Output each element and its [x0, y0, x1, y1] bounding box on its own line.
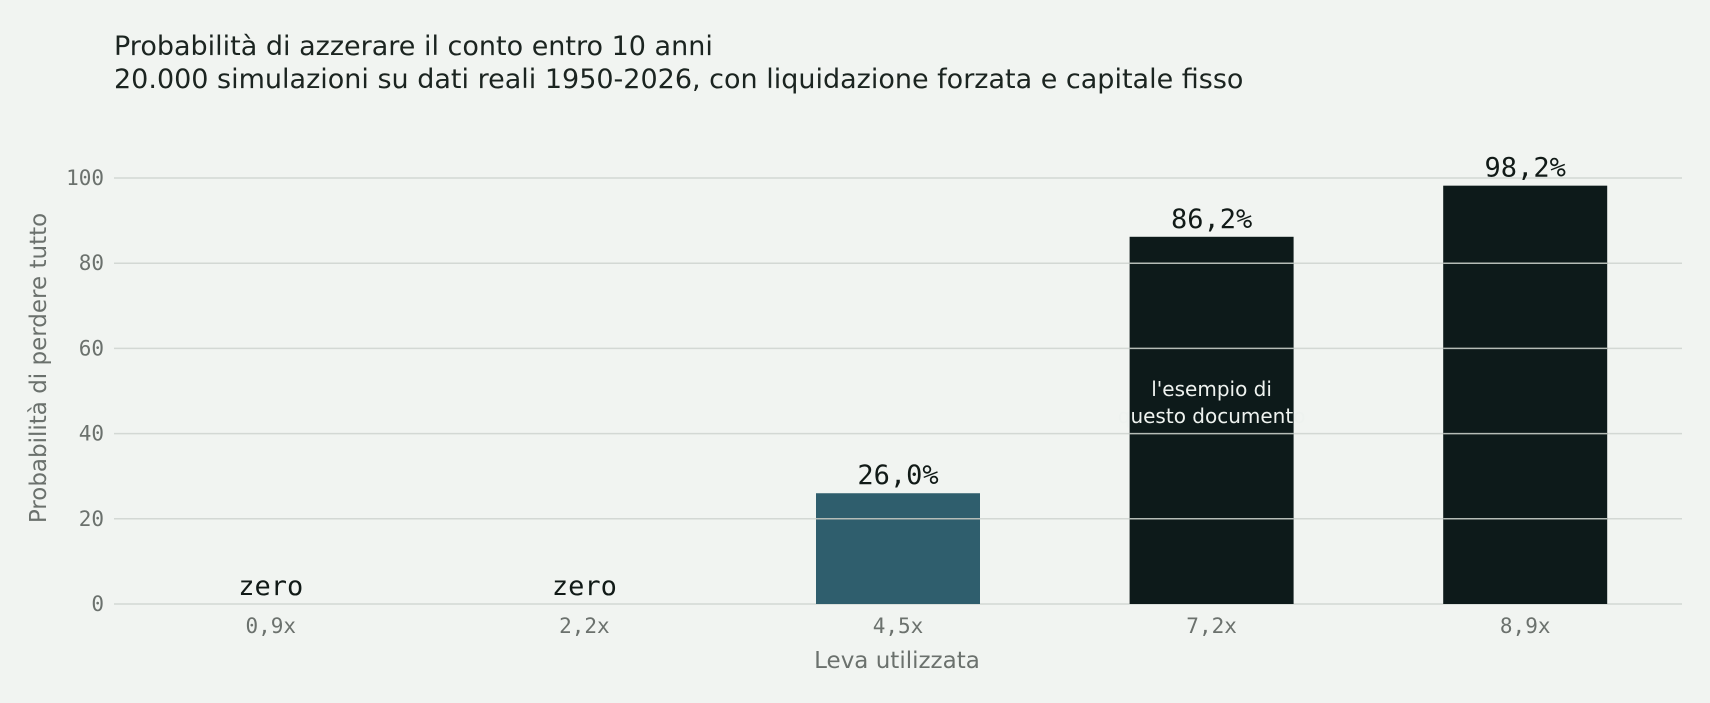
bar — [1443, 185, 1608, 604]
y-tick-label: 0 — [91, 592, 104, 616]
bar — [1129, 236, 1294, 604]
gridline-overlay — [816, 262, 1608, 520]
bar-value-label: zero — [552, 571, 617, 602]
bar — [816, 493, 980, 604]
y-axis-label: Probabilità di perdere tutto — [26, 213, 52, 523]
value-labels: zero zero 26,0% 86,2% 98,2% l'esempio di quest… — [238, 153, 1566, 602]
annotation-line: questo documento — [1118, 404, 1306, 428]
bar-value-label: zero — [238, 571, 303, 602]
bar-value-label: 86,2% — [1171, 204, 1252, 235]
y-tick-label: 100 — [66, 166, 104, 190]
y-tick-label: 80 — [79, 251, 104, 275]
x-axis-ticks: 0,9x 2,2x 4,5x 7,2x 8,9x — [246, 614, 1551, 638]
x-tick-label: 8,9x — [1500, 614, 1551, 638]
gridlines — [114, 177, 1682, 605]
bar-value-label: 26,0% — [857, 460, 938, 491]
chart-title: Probabilità di azzerare il conto entro 1… — [114, 31, 713, 62]
x-tick-label: 4,5x — [873, 614, 924, 638]
chart-subtitle: 20.000 simulazioni su dati reali 1950-20… — [114, 64, 1243, 95]
x-tick-label: 0,9x — [246, 614, 297, 638]
bars — [816, 185, 1608, 604]
y-tick-label: 60 — [79, 336, 104, 360]
y-axis-ticks: 0 20 40 60 80 100 — [66, 166, 104, 616]
y-tick-label: 20 — [79, 507, 104, 531]
x-tick-label: 2,2x — [559, 614, 610, 638]
y-tick-label: 40 — [79, 422, 104, 446]
annotation-line: l'esempio di — [1151, 377, 1272, 401]
x-axis-label: Leva utilizzata — [814, 648, 980, 674]
bar-value-label: 98,2% — [1485, 153, 1566, 184]
x-tick-label: 7,2x — [1186, 614, 1237, 638]
